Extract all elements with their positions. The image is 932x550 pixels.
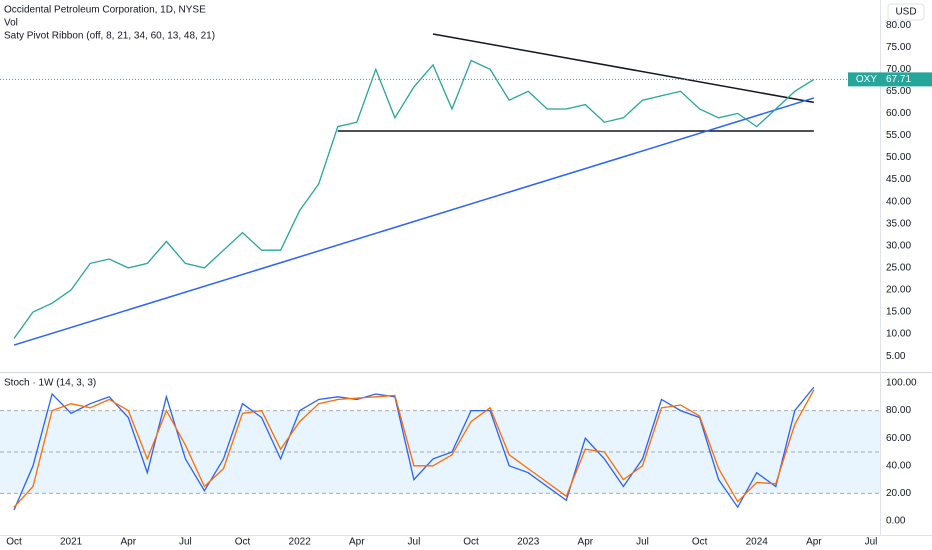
currency-box[interactable]: [887, 3, 925, 21]
y-tick-label: 80.00: [886, 20, 911, 31]
level-band: [0, 410, 880, 494]
y-tick-label: 65.00: [886, 86, 911, 97]
x-tick-label: Jul: [408, 537, 421, 548]
y-tick-label: 45.00: [886, 174, 911, 185]
y-tick-label: 60.00: [886, 433, 911, 444]
x-tick-label: 2022: [289, 537, 312, 548]
x-tick-label: 2024: [746, 537, 769, 548]
y-tick-label: 50.00: [886, 152, 911, 163]
y-tick-label: 80.00: [886, 405, 911, 416]
series-line: [13, 389, 815, 508]
x-tick-label: 2021: [60, 537, 83, 548]
y-tick-label: 55.00: [886, 130, 911, 141]
y-tick-label: 5.00: [886, 351, 906, 362]
series-line: [13, 59, 815, 339]
stoch-title: Stoch · 1W (14, 3, 3): [4, 378, 96, 389]
x-tick-label: Oct: [692, 537, 708, 548]
y-tick-label: 10.00: [886, 329, 911, 340]
indicator-label: Vol: [4, 18, 18, 29]
y-tick-label: 100.00: [886, 378, 917, 389]
series-line: [13, 386, 815, 511]
x-tick-label: Jul: [179, 537, 192, 548]
x-tick-label: Oct: [235, 537, 251, 548]
y-tick-label: 40.00: [886, 196, 911, 207]
y-tick-label: 20.00: [886, 488, 911, 499]
x-tick-label: Apr: [349, 537, 365, 548]
last-price-label: 67.71: [886, 74, 911, 85]
y-tick-label: 0.00: [886, 516, 906, 527]
indicator-label: Saty Pivot Ribbon (off, 8, 21, 34, 60, 1…: [4, 31, 215, 42]
y-tick-label: 70.00: [886, 64, 911, 75]
x-tick-label: Oct: [6, 537, 22, 548]
ticker-label: OXY: [856, 74, 877, 85]
x-tick-label: Jul: [636, 537, 649, 548]
chart-title: Occidental Petroleum Corporation, 1D, NY…: [4, 5, 206, 16]
y-tick-label: 35.00: [886, 218, 911, 229]
x-tick-label: Apr: [120, 537, 136, 548]
y-tick-label: 30.00: [886, 240, 911, 251]
y-tick-label: 40.00: [886, 460, 911, 471]
y-tick-label: 60.00: [886, 108, 911, 119]
y-tick-label: 75.00: [886, 42, 911, 53]
x-tick-label: Oct: [463, 537, 479, 548]
currency[interactable]: USD: [895, 7, 916, 18]
trendline: [13, 97, 815, 346]
y-tick-label: 20.00: [886, 285, 911, 296]
x-tick-label: Apr: [578, 537, 594, 548]
x-tick-label: Jul: [865, 537, 878, 548]
last-price-box: [848, 72, 932, 87]
y-tick-label: 25.00: [886, 262, 911, 273]
y-tick-label: 15.00: [886, 307, 911, 318]
trendline: [432, 33, 814, 104]
x-tick-label: 2023: [517, 537, 540, 548]
x-tick-label: Apr: [806, 537, 822, 548]
